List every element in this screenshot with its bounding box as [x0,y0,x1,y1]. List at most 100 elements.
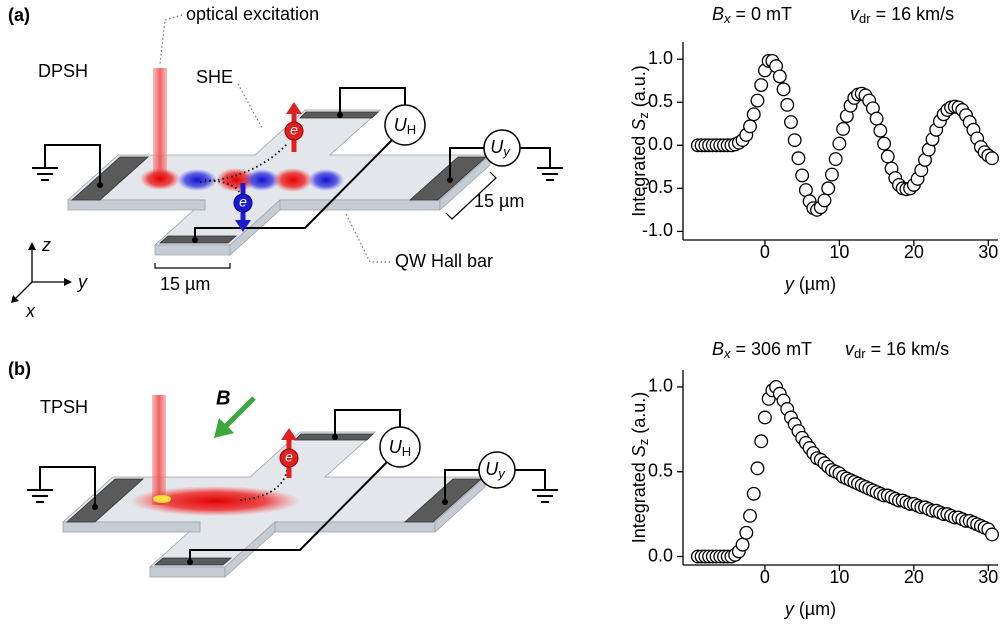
mode-label: DPSH [38,61,88,81]
subscript: y [502,144,511,159]
axis-arrow [28,242,36,250]
spin-arrow [235,220,251,232]
symbol: y [783,274,795,294]
symbol: S [629,119,649,131]
electron-label: e [285,449,293,465]
scale-bar [154,263,231,269]
voltage-label: UH [389,437,411,460]
hot-spot [153,495,171,503]
marker [824,167,839,182]
marker [985,151,999,166]
marker [739,525,754,540]
laser-beam [152,395,166,505]
symbol: y [783,599,795,619]
y-tick-label: 0.0 [648,545,673,565]
spin-red [216,168,256,192]
voltage-label: UH [394,115,416,138]
symbol: B [712,4,724,24]
y-tick-label: 0.5 [648,460,673,480]
marker [795,168,810,183]
subscript: dr [854,346,866,361]
subscript: dr [859,11,871,26]
x-tick-label: 0 [760,567,770,587]
spin-arrow [281,428,297,440]
leader [237,83,263,129]
chart-annotation: Bx = 0 mT [712,4,792,27]
x-tick-label: 20 [904,242,924,262]
annotation: QW Hall bar [395,251,493,271]
mode-label: TPSH [40,397,88,417]
marker [832,136,847,151]
subscript: x [723,11,731,26]
x-tick-label: 10 [829,567,849,587]
chart-annotation: vdr = 16 km/s [850,4,954,27]
field-arrow [224,396,256,428]
marker [787,133,802,148]
axis-label: x [25,301,36,321]
spin-blue [177,169,217,191]
symbol: B [712,339,724,359]
spin-arrow [286,102,302,114]
marker [754,434,769,449]
panel-label: (b) [8,359,31,379]
subscript: H [407,122,416,137]
x-tick-label: 10 [829,242,849,262]
marker [985,527,999,542]
spin-red [273,168,313,192]
charts: 0 10 20 30-1.0-0.50.00.51.0Bx = 0 mT vdr = 1… [629,4,999,619]
x-tick-label: 30 [978,242,998,262]
subscript: z [636,439,651,446]
axis-label: z [41,235,51,255]
y-tick-label: -0.5 [642,177,673,197]
y-axis-label: Integrated Sz (a.u.) [629,65,652,217]
y-tick-label: 1.0 [648,376,673,396]
suffix: (a.u.) [629,65,649,112]
panel-b: e (b) TPSH B UH Uy [8,359,559,578]
x-tick-label: 0 [760,242,770,262]
leader [344,211,390,263]
x-tick-label: 30 [978,567,998,587]
marker [873,123,888,138]
electron [284,121,304,141]
marker [791,151,806,166]
annotation: optical excitation [186,4,319,24]
x-axis-label: y (µm) [783,599,836,619]
prefix: Integrated [629,131,649,217]
marker [750,461,765,476]
panel-a: e e (a) optical excitation DPSH SHE UH U… [8,4,564,321]
marker [780,97,795,112]
laser-beam [153,68,167,178]
y-tick-label: -1.0 [642,220,673,240]
marker [754,78,769,92]
trajectory [204,179,241,196]
y-tick-label: 0.5 [648,91,673,111]
symbol: S [629,445,649,457]
trajectory [239,469,288,501]
symbol: U [389,437,403,457]
voltage-label: Uy [485,459,506,482]
marker [880,149,895,164]
spin-blue [244,169,280,191]
y-tick-label: 0.0 [648,134,673,154]
marker [869,111,884,126]
marker [746,486,761,501]
chart-annotation: vdr = 16 km/s [845,339,949,362]
field-arrow [214,418,234,438]
axis-arrow [15,281,33,299]
suffix: (µm) [794,274,836,294]
leader [159,14,183,65]
symbol: v [845,339,855,359]
subscript: x [723,346,731,361]
text: = 0 mT [731,4,793,24]
marker [821,181,836,196]
marker [735,537,750,552]
scale-label: 15 µm [474,191,524,211]
electron [279,448,299,468]
symbol: v [850,4,860,24]
spin-red [140,168,180,190]
text: = 16 km/s [871,4,955,24]
spin-red [130,486,300,516]
marker [743,119,757,134]
x-tick-label: 20 [904,567,924,587]
